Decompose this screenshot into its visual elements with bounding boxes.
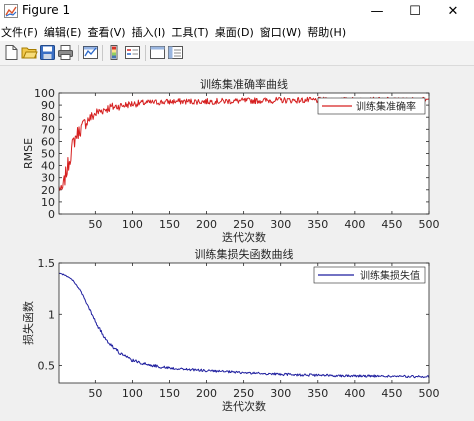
loss-axes[interactable]: 训练集损失函数曲线 0.5 1 1.5 50 100 150 200 250 300 350 40…: [21, 247, 440, 413]
print-icon[interactable]: [57, 44, 74, 61]
y-tick-label: 90: [41, 99, 55, 112]
close-icon: ✕: [447, 3, 459, 19]
x-tick-label: 400: [344, 387, 365, 400]
menu-file[interactable]: 文件(F): [1, 26, 38, 39]
x-tick-label: 500: [419, 387, 440, 400]
loss-x-axis-label: 迭代次数: [222, 399, 266, 413]
y-tick-label: 70: [41, 123, 55, 136]
x-axis: 50 100 150 200 250 300 350 400 450 500: [88, 263, 440, 400]
link-plot-icon[interactable]: [82, 44, 99, 61]
toolbar: [0, 41, 474, 66]
y-tick-label: 20: [41, 184, 55, 197]
menu-desktop[interactable]: 桌面(D): [214, 26, 254, 39]
y-tick-label: 0: [48, 208, 55, 221]
menu-view[interactable]: 查看(V): [87, 26, 126, 39]
minimize-icon: —: [370, 3, 384, 19]
legend-box: [317, 97, 426, 115]
axes-box: [58, 262, 430, 384]
accuracy-x-axis-label: 迭代次数: [222, 230, 266, 244]
toolbar-separator: [102, 45, 103, 61]
maximize-icon: ☐: [409, 3, 421, 19]
y-tick-label: 30: [41, 172, 55, 185]
x-tick-label: 200: [196, 387, 217, 400]
maximize-button[interactable]: ☐: [396, 0, 434, 22]
insert-colorbar-icon[interactable]: [106, 44, 123, 61]
loss-legend[interactable]: 训练集损失值: [313, 266, 426, 284]
x-tick-label: 300: [270, 218, 291, 231]
y-tick-label: 1.5: [38, 257, 56, 270]
insert-legend-icon[interactable]: [124, 44, 141, 61]
legend-box: [313, 266, 426, 284]
menu-insert[interactable]: 插入(I): [131, 26, 166, 39]
y-tick-label: 100: [34, 87, 55, 100]
y-tick-label: 40: [41, 160, 55, 173]
title-bar: Figure 1 — ☐ ✕: [0, 0, 474, 22]
legend-label-accuracy: 训练集准确率: [356, 100, 416, 113]
x-tick-label: 50: [88, 218, 102, 231]
new-figure-icon[interactable]: [3, 44, 20, 61]
x-tick-label: 150: [159, 387, 180, 400]
x-tick-label: 250: [233, 218, 254, 231]
x-tick-label: 100: [122, 387, 143, 400]
toolbar-separator: [78, 45, 79, 61]
x-tick-label: 200: [196, 218, 217, 231]
accuracy-chart-title: 训练集准确率曲线: [200, 77, 288, 91]
x-tick-label: 50: [88, 387, 102, 400]
loss-chart-title: 训练集损失函数曲线: [195, 247, 294, 261]
x-tick-label: 350: [307, 387, 328, 400]
menu-bar: 文件(F) 编辑(E) 查看(V) 插入(I) 工具(T) 桌面(D) 窗口(W…: [0, 22, 474, 41]
y-tick-label: 50: [41, 148, 55, 161]
x-axis: 50 100 150 200 250 300 350 400 450 500: [88, 93, 440, 231]
x-tick-label: 100: [122, 218, 143, 231]
x-tick-label: 450: [381, 218, 402, 231]
x-tick-label: 250: [233, 387, 254, 400]
axes-box: [58, 92, 430, 215]
matlab-figure-icon: [4, 4, 18, 18]
menu-tools[interactable]: 工具(T): [171, 26, 209, 39]
accuracy-legend[interactable]: 训练集准确率: [317, 97, 426, 115]
save-icon[interactable]: [39, 44, 56, 61]
toolbar-separator: [145, 45, 146, 61]
window-title: Figure 1: [22, 3, 71, 17]
menu-help[interactable]: 帮助(H): [307, 26, 347, 39]
x-tick-label: 500: [419, 218, 440, 231]
open-file-icon[interactable]: [21, 44, 38, 61]
hide-plot-tools-icon[interactable]: [149, 44, 166, 61]
x-tick-label: 450: [381, 387, 402, 400]
loss-series-line: [58, 272, 430, 379]
menu-edit[interactable]: 编辑(E): [43, 26, 82, 39]
y-tick-label: 0.5: [38, 360, 56, 373]
accuracy-y-axis-label: RMSE: [22, 138, 35, 169]
minimize-button[interactable]: —: [358, 0, 396, 22]
x-tick-label: 150: [159, 218, 180, 231]
y-tick-label: 10: [41, 196, 55, 209]
legend-label-loss: 训练集损失值: [360, 269, 420, 282]
menu-window[interactable]: 窗口(W): [259, 26, 302, 39]
x-tick-label: 400: [344, 218, 365, 231]
show-plot-tools-icon[interactable]: [167, 44, 184, 61]
y-axis: 0.5 1 1.5: [38, 257, 429, 373]
y-tick-label: 1: [48, 308, 55, 321]
loss-y-axis-label: 损失函数: [21, 301, 35, 345]
x-tick-label: 350: [307, 218, 328, 231]
y-tick-label: 60: [41, 135, 55, 148]
x-tick-label: 300: [270, 387, 291, 400]
y-tick-label: 80: [41, 111, 55, 124]
close-button[interactable]: ✕: [434, 0, 472, 22]
